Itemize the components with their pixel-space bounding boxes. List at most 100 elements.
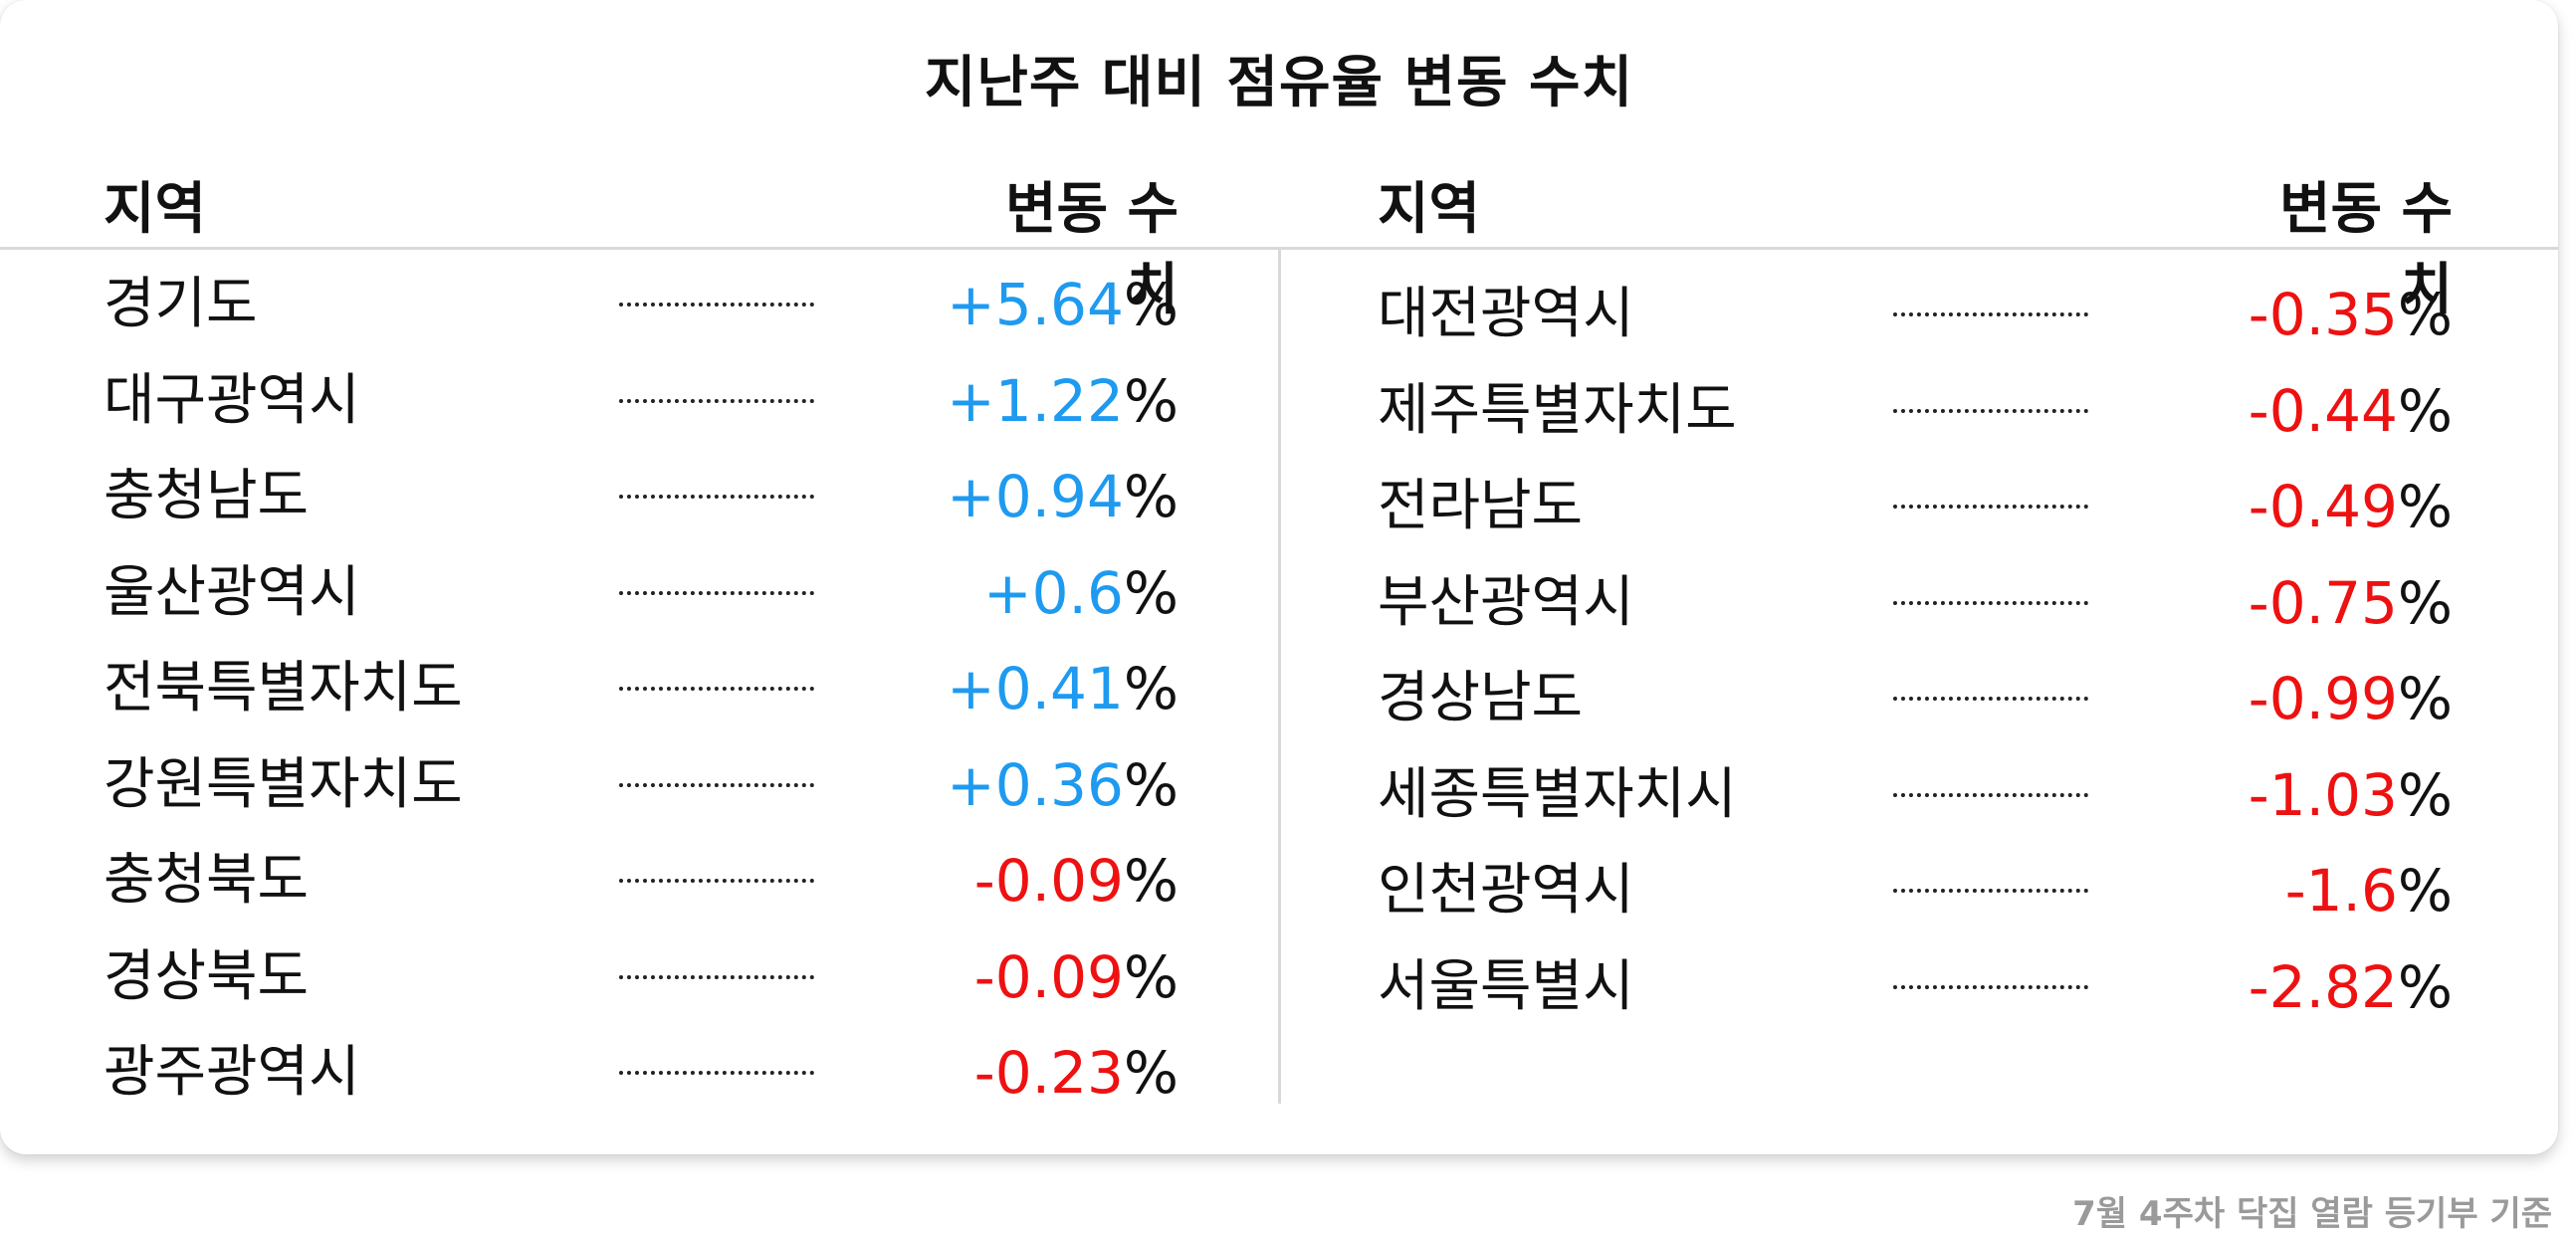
table-row: 울산광역시 +0.6%: [104, 545, 1179, 641]
change-number: +0.36: [947, 750, 1124, 819]
region-name: 제주특별자치도: [1378, 377, 1737, 443]
percent-unit: %: [1123, 271, 1179, 338]
table-row: 충청북도 -0.09%: [104, 833, 1179, 928]
dotted-leader: [1893, 312, 2088, 316]
change-value: +5.64%: [947, 257, 1179, 352]
change-number: -0.75: [2248, 568, 2398, 637]
percent-unit: %: [2397, 473, 2453, 540]
change-value: -0.44%: [2249, 363, 2453, 459]
change-value: +1.22%: [947, 353, 1179, 449]
table-row: 경상남도 -0.99%: [1378, 651, 2453, 746]
change-value: -0.99%: [2249, 651, 2453, 746]
dotted-leader: [619, 495, 814, 499]
region-name: 광주광역시: [104, 1040, 360, 1105]
region-name: 부산광역시: [1378, 569, 1634, 635]
change-number: +0.41: [947, 655, 1124, 722]
dotted-leader: [1893, 792, 2088, 797]
region-name: 서울특별시: [1378, 953, 1634, 1019]
percent-unit: %: [1123, 847, 1179, 915]
table-row: 광주광역시 -0.23%: [104, 1025, 1179, 1121]
table-row: 세종특별자치시 -1.03%: [1378, 747, 2453, 843]
change-value: -0.09%: [974, 833, 1179, 928]
table-row: 제주특별자치도 -0.44%: [1378, 363, 2453, 459]
table-row: 인천광역시 -1.6%: [1378, 843, 2453, 938]
table-row: 서울특별시 -2.82%: [1378, 939, 2453, 1035]
percent-unit: %: [1123, 558, 1179, 627]
table-row: 대구광역시 +1.22%: [104, 353, 1179, 449]
change-value: +0.36%: [947, 737, 1179, 833]
change-number: +0.6: [983, 558, 1124, 627]
footnote: 7월 4주차 닥집 열람 등기부 기준: [2072, 1194, 2552, 1234]
change-table-card: 지난주 대비 점유율 변동 수치 지역 변동 수치 지역 변동 수치 경기도 +5…: [0, 51, 2558, 1121]
change-number: -0.09: [973, 942, 1124, 1011]
change-number: -0.09: [973, 847, 1124, 915]
table-row: 경상북도 -0.09%: [104, 929, 1179, 1025]
dotted-leader: [1893, 505, 2088, 509]
dotted-leader: [1893, 697, 2088, 701]
change-number: -0.49: [2248, 473, 2398, 540]
region-name: 대구광역시: [104, 367, 360, 433]
change-value: -0.09%: [974, 929, 1179, 1025]
change-number: -1.6: [2284, 857, 2398, 925]
dotted-leader: [619, 398, 814, 403]
change-number: -0.44: [2248, 376, 2398, 445]
dotted-leader: [1893, 600, 2088, 605]
region-name: 전북특별자치도: [104, 656, 463, 721]
dotted-leader: [619, 782, 814, 787]
left-header-region: 지역: [104, 177, 207, 242]
change-number: +0.94: [947, 463, 1124, 530]
region-name: 울산광역시: [104, 559, 360, 625]
region-name: 세종특별자치시: [1378, 761, 1737, 827]
percent-unit: %: [1123, 655, 1179, 722]
region-name: 경상남도: [1378, 666, 1584, 730]
change-number: -1.03: [2248, 760, 2398, 829]
change-number: -0.35: [2248, 281, 2398, 348]
percent-unit: %: [1123, 463, 1179, 530]
percent-unit: %: [1123, 1039, 1179, 1107]
region-name: 경기도: [104, 272, 258, 336]
region-name: 인천광역시: [1378, 858, 1634, 923]
right-header-region: 지역: [1378, 177, 1481, 242]
region-name: 강원특별자치도: [104, 751, 463, 817]
change-value: -0.75%: [2249, 555, 2453, 651]
dotted-leader: [1893, 984, 2088, 989]
right-header-change: 변동 수치: [2278, 177, 2453, 322]
dotted-leader: [1893, 889, 2088, 893]
percent-unit: %: [2397, 568, 2453, 637]
percent-unit: %: [2397, 857, 2453, 925]
change-value: -1.6%: [2285, 843, 2453, 938]
region-name: 전라남도: [1378, 474, 1584, 538]
dotted-leader: [619, 879, 814, 883]
change-value: -2.82%: [2249, 939, 2453, 1035]
table-row: 충청남도 +0.94%: [104, 449, 1179, 544]
percent-unit: %: [2397, 952, 2453, 1021]
region-name: 대전광역시: [1378, 282, 1634, 346]
change-number: -0.23: [973, 1039, 1124, 1107]
table-row: 대전광역시 -0.35%: [1378, 267, 2453, 362]
header-divider: [0, 247, 2558, 250]
dotted-leader: [619, 590, 814, 595]
table-row: 전라남도 -0.49%: [1378, 459, 2453, 554]
dotted-leader: [619, 303, 814, 307]
percent-unit: %: [2397, 376, 2453, 445]
dotted-leader: [619, 687, 814, 691]
table-row: 강원특별자치도 +0.36%: [104, 737, 1179, 833]
percent-unit: %: [1123, 942, 1179, 1011]
dotted-leader: [1893, 408, 2088, 413]
percent-unit: %: [1123, 750, 1179, 819]
change-value: -0.35%: [2249, 267, 2453, 362]
page-title: 지난주 대비 점유율 변동 수치: [924, 51, 1634, 115]
change-number: +5.64: [947, 271, 1124, 338]
change-value: +0.6%: [983, 545, 1179, 641]
region-name: 충청북도: [104, 848, 310, 913]
percent-unit: %: [2397, 281, 2453, 348]
region-name: 충청남도: [104, 464, 310, 528]
dotted-leader: [619, 1071, 814, 1075]
change-value: -0.49%: [2249, 459, 2453, 554]
left-header-change: 변동 수치: [1004, 177, 1179, 322]
change-number: +1.22: [947, 366, 1124, 435]
table-row: 전북특별자치도 +0.41%: [104, 641, 1179, 736]
region-name: 경상북도: [104, 943, 310, 1009]
percent-unit: %: [2397, 665, 2453, 732]
change-value: -0.23%: [974, 1025, 1179, 1121]
